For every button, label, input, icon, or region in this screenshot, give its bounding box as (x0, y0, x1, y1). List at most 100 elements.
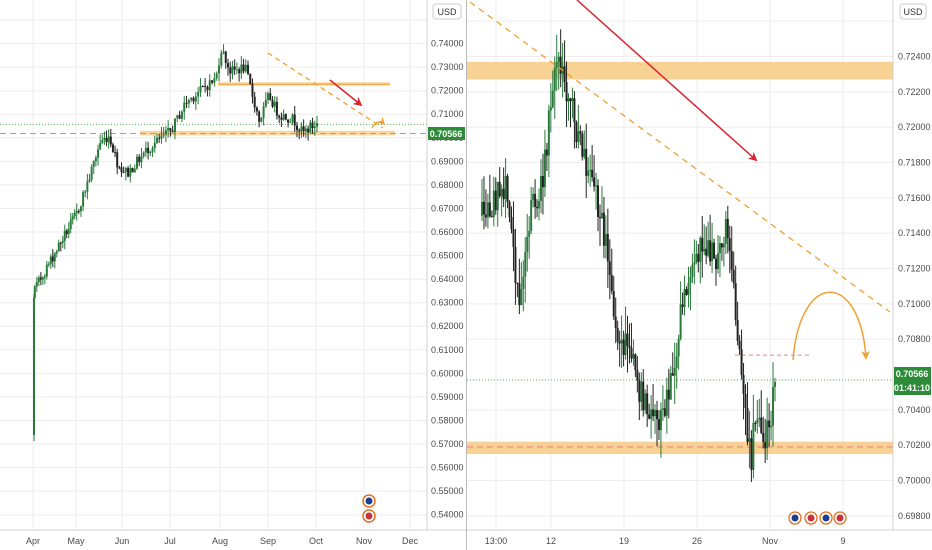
right-candle-body (685, 289, 688, 295)
left-candle-body (39, 277, 42, 280)
right-candle-body (770, 425, 773, 428)
right-y-tick-label: 0.71400 (898, 228, 931, 238)
left-price-axis[interactable]: 0.740000.730000.720000.710000.700000.690… (431, 39, 464, 520)
left-candle-body (169, 128, 172, 131)
left-candle-body (194, 96, 197, 102)
right-time-axis[interactable]: 13:00 12 19 26 Nov 9 (485, 536, 846, 546)
left-candle-body (156, 137, 159, 143)
left-candle-body (103, 137, 106, 140)
left-candle-body (278, 115, 281, 118)
right-candle-body (598, 216, 601, 219)
left-candle-body (275, 101, 278, 116)
left-candle-body (293, 114, 296, 126)
right-candle-body (707, 240, 710, 256)
right-candle-body (597, 185, 600, 217)
left-candle-body (73, 213, 76, 217)
left-x-tick-label: Nov (356, 536, 373, 546)
right-candle-body (538, 200, 541, 209)
left-x-tick-label: Jun (115, 536, 130, 546)
right-candle-body (638, 380, 641, 402)
left-candle-body (33, 303, 35, 312)
left-y-tick-label: 0.71000 (431, 109, 464, 119)
left-candle-body (199, 85, 202, 93)
left-candle-body (51, 256, 54, 262)
left-candle-body (316, 123, 318, 127)
right-candle-body (679, 304, 682, 339)
right-candle-body (565, 82, 568, 102)
left-drawings (267, 52, 386, 129)
left-candle-body (47, 263, 50, 265)
right-candle-body (634, 354, 637, 371)
right-candle-body (555, 62, 558, 68)
right-y-tick-label: 0.70200 (898, 440, 931, 450)
right-candle-body (713, 242, 716, 259)
left-candle-body (158, 137, 161, 139)
left-candle-body (258, 111, 261, 122)
right-candle-body (496, 181, 499, 211)
left-zones (0, 82, 427, 136)
left-currency-label[interactable]: USD (432, 3, 462, 20)
right-price-axis[interactable]: 0.72400 0.72200 0.72000 0.71800 0.71600 0.714… (898, 52, 931, 521)
left-y-tick-label: 0.67000 (431, 203, 464, 213)
left-candle-body (178, 115, 181, 119)
left-candle-body (291, 114, 294, 123)
left-candle-body (153, 142, 156, 149)
right-currency-label[interactable]: USD (899, 3, 927, 20)
left-candle-body (33, 349, 35, 358)
right-candle-body (642, 381, 645, 411)
right-candle-body (681, 304, 684, 307)
right-candle-body (760, 417, 763, 433)
right-drawings (469, 0, 891, 361)
right-candle-body (709, 240, 712, 262)
left-candle-body (144, 147, 147, 153)
left-y-tick-label: 0.57000 (431, 439, 464, 449)
left-y-tick-label: 0.56000 (431, 463, 464, 473)
right-candle-body (756, 419, 759, 424)
left-candle-body (201, 85, 204, 87)
right-chart-pane[interactable] (467, 0, 893, 530)
right-candle-body (738, 340, 741, 350)
right-candle-body (595, 185, 598, 187)
right-y-tick-label: 0.71000 (898, 299, 931, 309)
right-candle-body (498, 181, 501, 197)
right-candle-body (526, 236, 529, 252)
left-chart-pane[interactable] (0, 0, 427, 530)
left-candle-body (162, 134, 165, 136)
left-candle-body (176, 115, 179, 119)
right-events[interactable] (788, 511, 847, 525)
left-candle-body (231, 66, 234, 74)
left-candle-body (59, 242, 62, 244)
left-candle-body (116, 152, 119, 168)
left-candle-body (53, 253, 56, 262)
left-candle-body (173, 118, 176, 133)
left-candle-body (280, 117, 283, 120)
right-candle-body (667, 389, 670, 400)
right-candle-body (587, 170, 590, 176)
right-candle-body (754, 422, 757, 424)
left-events[interactable] (362, 494, 376, 523)
right-x-tick-label: 26 (692, 536, 702, 546)
left-candle-body (49, 256, 52, 264)
right-candle-body (581, 133, 584, 157)
right-x-tick-label: 9 (840, 536, 845, 546)
right-candle-body (614, 316, 617, 329)
left-candle-body (244, 64, 247, 72)
left-candle-body (33, 400, 35, 405)
left-y-tick-label: 0.68000 (431, 180, 464, 190)
right-candle-body (673, 367, 676, 376)
left-y-tick-label: 0.55000 (431, 486, 464, 496)
left-candle-body (140, 156, 143, 163)
left-time-axis[interactable]: Apr May Jun Jul Aug Sep Oct Nov Dec (26, 536, 419, 546)
left-y-tick-label: 0.72000 (431, 86, 464, 96)
left-candle-body (260, 118, 263, 122)
right-x-tick-label: 19 (619, 536, 629, 546)
left-candle-body (160, 135, 163, 139)
left-candle-body (187, 99, 190, 104)
right-candle-body (750, 438, 753, 470)
left-candle-body (111, 144, 114, 153)
left-candle-body (109, 136, 112, 145)
left-candle-body (240, 64, 243, 74)
right-candles (481, 29, 776, 483)
